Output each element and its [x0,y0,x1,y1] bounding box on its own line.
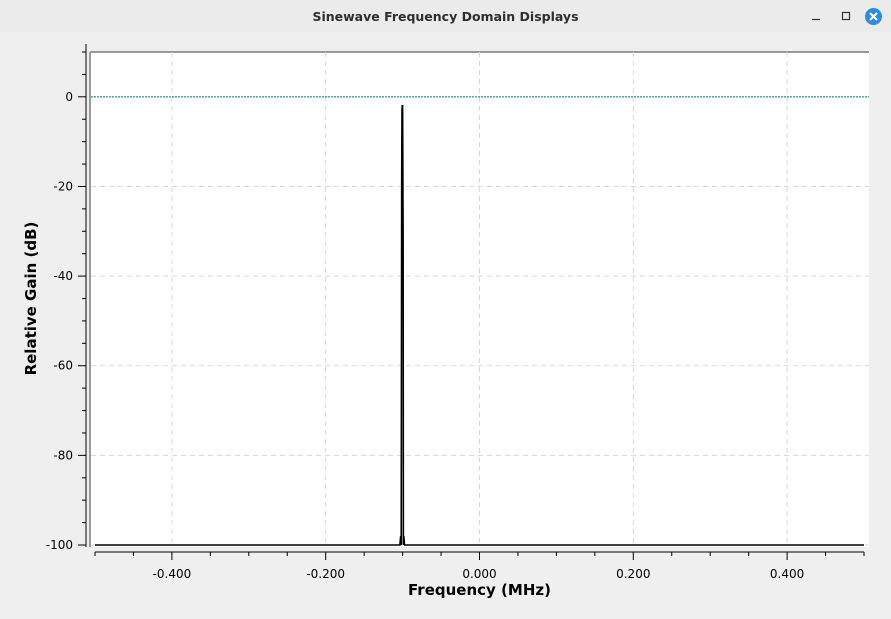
series-line-spectrum [95,104,864,546]
frequency-plot[interactable]: 0 -20 -40 -60 -80 -100 -0.400 -0.200 0.000 0.200 0… [0,32,891,619]
y-axis-label: Relative Gain (dB) [22,222,40,376]
minimize-icon [812,18,820,21]
y-tick-label: -60 [53,359,73,373]
y-tick-label: -20 [53,179,73,193]
y-tick-label: -100 [46,538,73,552]
maximize-icon [841,11,851,21]
x-tick-label: -0.400 [153,567,192,581]
maximize-button[interactable] [837,7,855,25]
y-tick-label: -80 [53,448,73,462]
minimize-button[interactable] [807,7,825,25]
window-title: Sinewave Frequency Domain Displays [312,9,579,24]
close-button[interactable] [865,8,882,25]
y-tick-label: -40 [53,269,73,283]
x-tick-label: -0.200 [306,567,345,581]
y-tick-label: 0 [65,90,73,104]
x-axis-label: Frequency (MHz) [408,581,551,599]
window-titlebar: Sinewave Frequency Domain Displays [0,0,891,32]
close-icon [869,12,878,21]
x-tick-label: 0.000 [462,567,496,581]
x-tick-label: 0.200 [616,567,650,581]
x-tick-label: 0.400 [770,567,804,581]
plot-area-container: 0 -20 -40 -60 -80 -100 -0.400 -0.200 0.000 0.200 0… [0,32,891,619]
